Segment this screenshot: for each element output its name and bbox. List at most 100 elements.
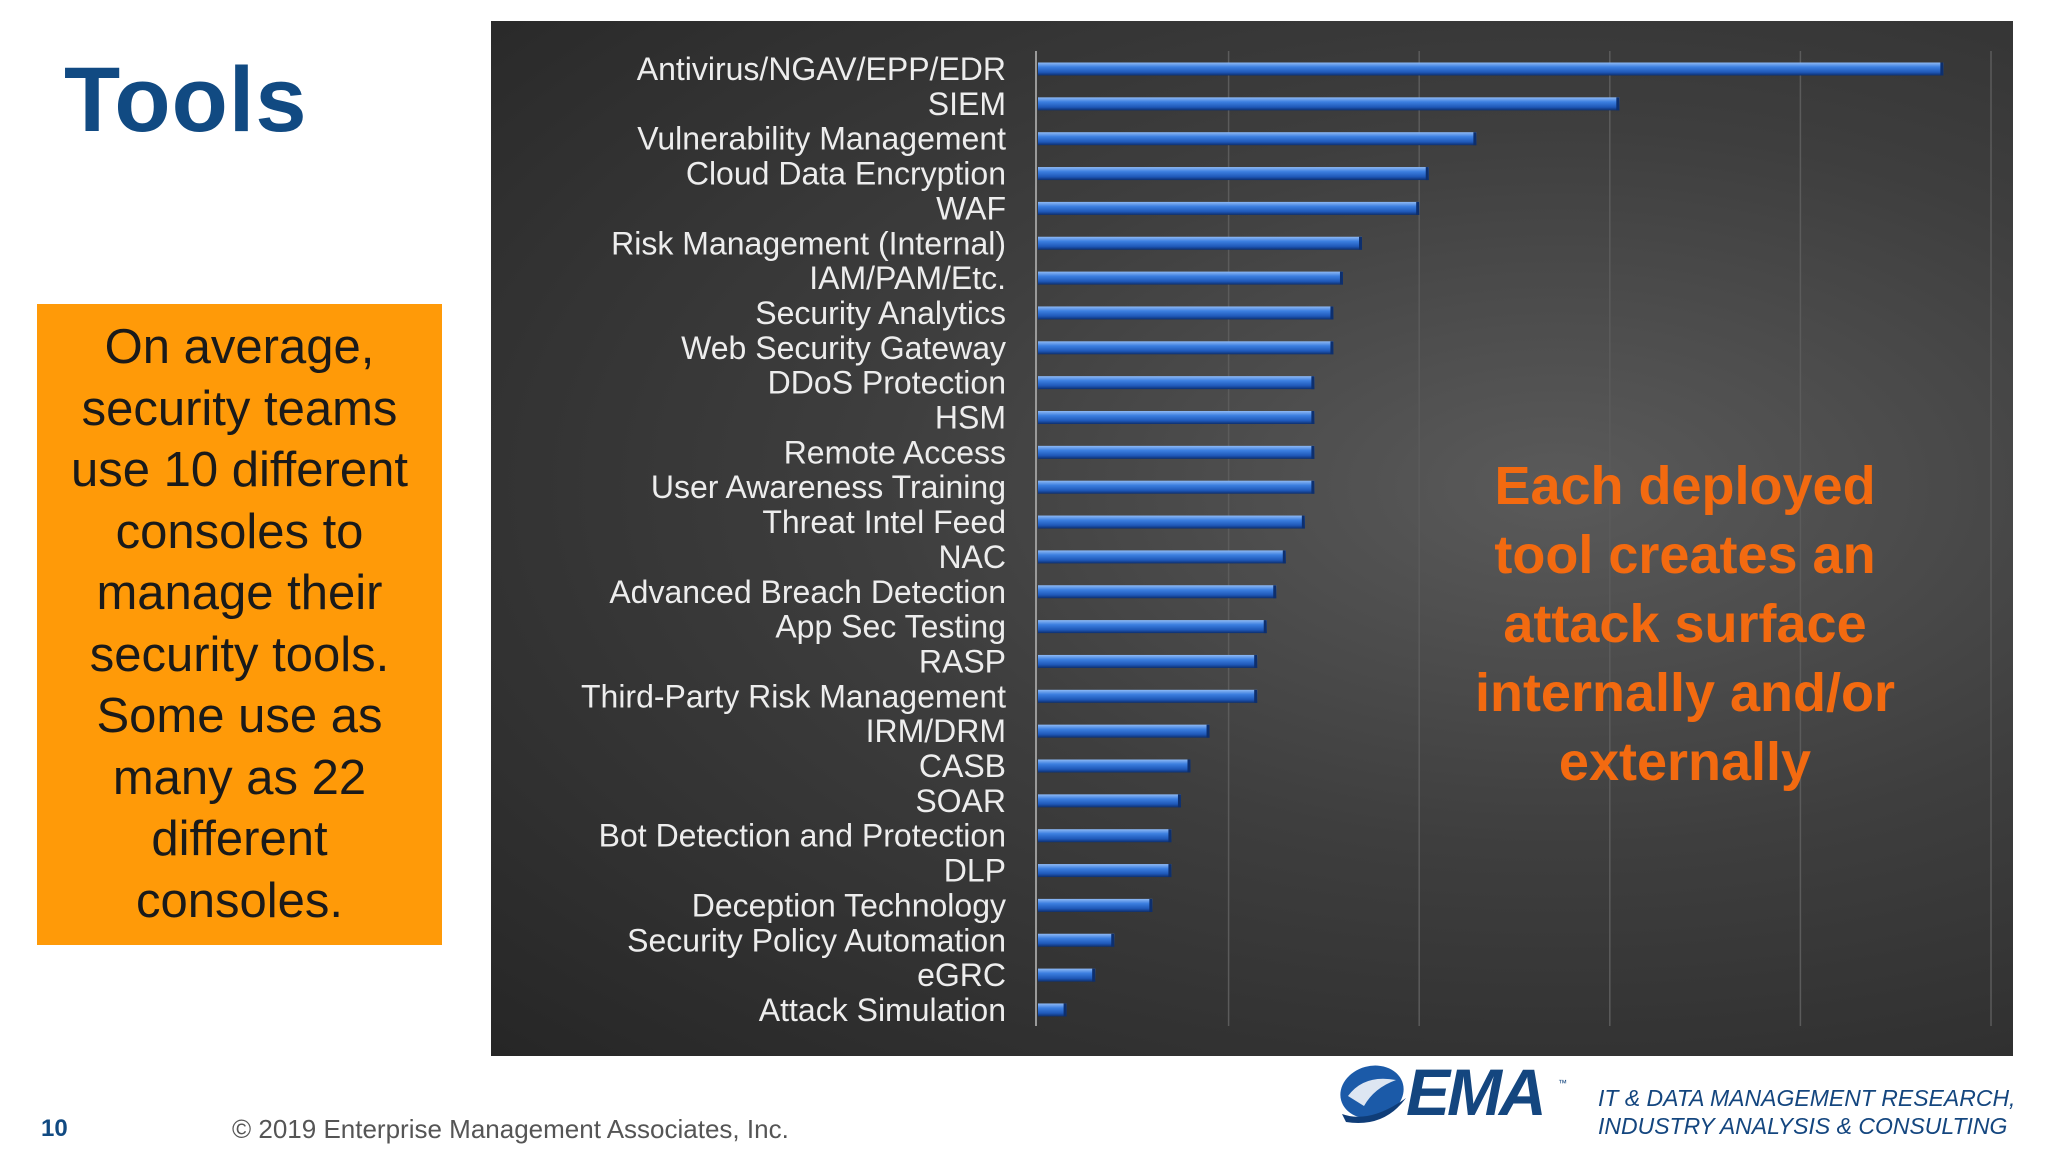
category-label: IAM/PAM/Etc. [809, 260, 1006, 296]
tagline-line-1: IT & DATA MANAGEMENT RESEARCH, [1598, 1085, 2016, 1111]
category-label: Risk Management (Internal) [611, 225, 1006, 261]
bar [1038, 306, 1334, 320]
bar-end-cap [1330, 341, 1334, 355]
category-label: Threat Intel Feed [762, 504, 1006, 540]
category-label: Cloud Data Encryption [686, 156, 1006, 192]
bar-end-cap [1282, 550, 1286, 564]
bar [1038, 167, 1429, 181]
category-label: Security Policy Automation [627, 922, 1006, 958]
bar [1038, 689, 1258, 703]
bar-end-cap [1111, 933, 1115, 947]
category-label: NAC [938, 539, 1006, 575]
bar-end-cap [1311, 411, 1315, 424]
bar-end-cap [1263, 620, 1267, 634]
bar-end-cap [1940, 62, 1944, 76]
bar [1038, 271, 1343, 285]
bar [1038, 236, 1363, 250]
bar [1038, 97, 1620, 111]
page-number: 10 [41, 1115, 68, 1142]
category-label: Advanced Breach Detection [609, 574, 1006, 610]
category-label: Third-Party Risk Management [581, 678, 1006, 714]
category-label: App Sec Testing [775, 609, 1006, 645]
category-label: Web Security Gateway [681, 330, 1006, 366]
category-label: Bot Detection and Protection [599, 818, 1006, 854]
bar-end-cap [1425, 167, 1429, 181]
tagline-line-2: INDUSTRY ANALYSIS & CONSULTING [1598, 1113, 2008, 1139]
category-label: IRM/DRM [866, 713, 1006, 749]
bar [1038, 62, 1944, 76]
category-label: eGRC [917, 957, 1006, 993]
category-label: Remote Access [784, 434, 1006, 470]
bar [1038, 933, 1115, 947]
bar-end-cap [1359, 236, 1363, 250]
bar-end-cap [1311, 445, 1315, 459]
bar [1038, 829, 1172, 843]
bar-end-cap [1168, 829, 1172, 843]
bar [1038, 411, 1315, 424]
category-label: CASB [919, 748, 1006, 784]
bar [1038, 724, 1210, 738]
slide-title: Tools [64, 49, 308, 151]
bar [1038, 550, 1286, 564]
bar [1038, 759, 1191, 773]
category-label: SOAR [915, 783, 1006, 819]
category-label: User Awareness Training [651, 469, 1006, 505]
bar-end-cap [1473, 132, 1477, 146]
category-labels: Antivirus/NGAV/EPP/EDRSIEMVulnerability … [581, 51, 1006, 1028]
bar [1038, 1003, 1067, 1017]
bar-end-cap [1254, 654, 1258, 668]
category-label: Vulnerability Management [637, 121, 1006, 157]
bar [1038, 445, 1315, 459]
bar [1038, 898, 1153, 912]
trademark-mark: ™ [1558, 1078, 1567, 1088]
bar-end-cap [1177, 794, 1181, 808]
callout-box: On average, security teams use 10 differ… [37, 304, 442, 945]
bar [1038, 201, 1420, 215]
chart-panel: Antivirus/NGAV/EPP/EDR SIEM Vulnerability … [491, 21, 2013, 1056]
ema-logo: EMA ™ [1334, 1055, 1567, 1140]
category-label: Deception Technology [692, 887, 1006, 923]
category-label: Attack Simulation [759, 992, 1006, 1028]
category-label: WAF [936, 190, 1006, 226]
bar-end-cap [1168, 864, 1172, 878]
copyright-text: © 2019 Enterprise Management Associates,… [232, 1114, 789, 1144]
bar [1038, 515, 1305, 529]
category-label: HSM [935, 400, 1006, 436]
bar-end-cap [1206, 724, 1210, 738]
ema-swoosh-icon [1340, 1065, 1406, 1123]
annotation-text: Each deployed tool creates an attack sur… [1474, 456, 1896, 792]
bar [1038, 968, 1096, 982]
bar [1038, 864, 1172, 878]
bar-end-cap [1301, 515, 1305, 529]
category-label: DDoS Protection [768, 365, 1006, 401]
bar-end-cap [1416, 201, 1420, 215]
bar-chart: Antivirus/NGAV/EPP/EDRSIEMVulnerability … [581, 51, 1992, 1028]
bar-end-cap [1330, 306, 1334, 320]
bar [1038, 132, 1477, 146]
bar [1038, 376, 1315, 390]
bar [1038, 585, 1277, 599]
ema-logo-text: EMA [1406, 1055, 1547, 1129]
bar-end-cap [1311, 480, 1315, 494]
bar-end-cap [1339, 271, 1343, 285]
ema-tagline: IT & DATA MANAGEMENT RESEARCH, INDUSTRY … [1598, 1084, 2015, 1140]
bar-end-cap [1254, 689, 1258, 703]
bar [1038, 654, 1258, 668]
bars [1038, 62, 1944, 1017]
bar [1038, 480, 1315, 494]
category-label: Security Analytics [755, 295, 1006, 331]
bar-end-cap [1273, 585, 1277, 599]
category-label: RASP [919, 643, 1006, 679]
bar [1038, 341, 1334, 355]
bar-end-cap [1187, 759, 1191, 773]
bar [1038, 620, 1267, 634]
category-label: SIEM [928, 86, 1006, 122]
bar-end-cap [1311, 376, 1315, 390]
category-label: Antivirus/NGAV/EPP/EDR [637, 51, 1006, 87]
category-label: DLP [944, 853, 1006, 889]
bar-end-cap [1063, 1003, 1067, 1017]
bar-end-cap [1092, 968, 1096, 982]
bar-end-cap [1149, 898, 1153, 912]
bar-end-cap [1616, 97, 1620, 111]
callout-text: On average, security teams use 10 differ… [71, 320, 408, 928]
